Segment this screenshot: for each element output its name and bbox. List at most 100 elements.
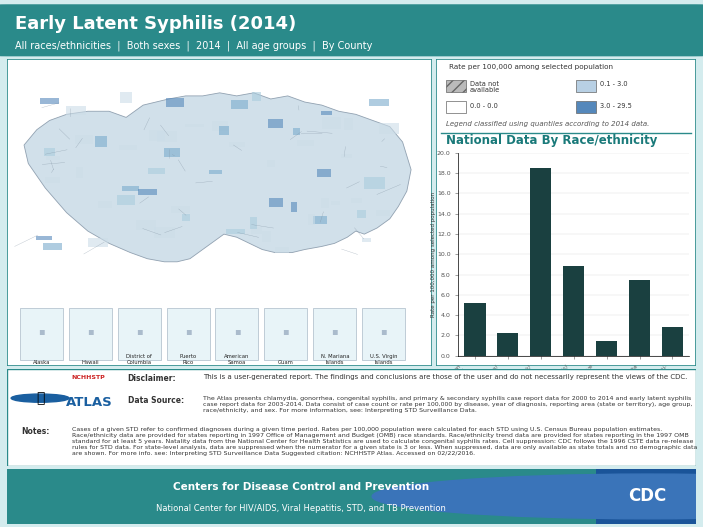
Bar [181,214,190,221]
Text: ▪: ▪ [283,326,289,336]
Bar [172,207,190,213]
Bar [120,92,132,103]
Bar [148,168,165,174]
Text: N. Mariana
Islands: N. Mariana Islands [321,354,349,365]
Bar [167,308,209,360]
Bar [264,308,307,360]
Text: ATLAS: ATLAS [65,396,112,409]
Text: National Center for HIV/AIDS, Viral Hepatitis, STD, and TB Prevention: National Center for HIV/AIDS, Viral Hepa… [156,504,446,513]
Bar [167,98,183,106]
Circle shape [372,474,703,519]
Text: Data Source:: Data Source: [128,396,183,405]
Bar [357,210,366,218]
Bar [164,148,180,157]
Text: NCHHSTP: NCHHSTP [72,375,105,380]
Polygon shape [24,93,411,262]
Bar [368,99,389,106]
Bar [157,131,177,142]
Text: Centers for Disease Control and Prevention: Centers for Disease Control and Preventi… [173,483,430,493]
Text: CDC: CDC [628,487,667,505]
Y-axis label: Rate per 100,000 among selected population: Rate per 100,000 among selected populati… [430,192,436,317]
Bar [530,168,551,356]
Bar [98,201,112,208]
Bar [628,280,650,356]
Bar [309,214,315,225]
Bar [75,135,93,144]
Text: The Atlas presents chlamydia, gonorrhea, congenital syphilis, and primary & seco: The Atlas presents chlamydia, gonorrhea,… [203,396,692,413]
Bar [89,238,108,247]
Text: Data not: Data not [470,82,498,87]
Bar [351,198,363,203]
Text: 3.0 - 29.5: 3.0 - 29.5 [600,103,631,109]
Bar [7,469,596,524]
Circle shape [11,394,69,402]
Bar [226,229,245,233]
Text: 0.0 - 0.0: 0.0 - 0.0 [470,103,498,109]
Text: Alaska: Alaska [32,360,50,365]
Bar [446,101,466,113]
Bar [576,101,596,113]
Bar [331,201,340,206]
Text: District of
Columbia: District of Columbia [127,354,152,365]
Bar [321,111,332,115]
Text: ▪: ▪ [233,326,240,336]
Bar [596,469,696,524]
Bar [314,308,356,360]
Bar [122,186,139,191]
Bar [149,130,165,141]
Bar [364,177,385,189]
Bar [228,142,245,147]
Text: 🌐: 🌐 [36,391,44,405]
Text: Disclaimer:: Disclaimer: [128,374,176,383]
Bar [36,236,52,240]
Bar [297,140,314,147]
Text: ▪: ▪ [38,326,44,336]
Bar [95,135,107,148]
Bar [117,308,161,360]
Bar [46,156,60,160]
Bar [344,119,353,130]
Bar [117,196,135,204]
Text: ▪: ▪ [185,326,191,336]
Bar [219,126,228,135]
Text: Legend classified using quantiles according to 2014 data.: Legend classified using quantiles accord… [446,121,650,126]
Bar [136,220,156,230]
Text: Early Latent Syphilis (2014): Early Latent Syphilis (2014) [15,15,297,33]
Bar [293,128,300,135]
Text: National Data By Race/ethnicity: National Data By Race/ethnicity [446,134,657,148]
Bar [497,334,519,356]
Text: ▪: ▪ [332,326,338,336]
Text: Cases of a given STD refer to confirmed diagnoses during a given time period. Ra: Cases of a given STD refer to confirmed … [72,427,698,456]
Bar [563,267,584,356]
Bar [212,121,228,131]
Bar [215,308,259,360]
Bar [262,231,271,242]
FancyBboxPatch shape [0,4,703,56]
Bar [209,170,221,174]
Text: ▪: ▪ [87,326,93,336]
Bar [269,119,283,128]
Bar [316,169,332,177]
Bar [252,92,261,101]
Text: Hawaii: Hawaii [82,360,99,365]
Bar [341,154,352,158]
Bar [69,308,112,360]
Bar [275,247,289,253]
Bar [44,243,62,250]
Bar [322,117,341,129]
Bar [250,217,257,229]
Text: Guam: Guam [278,360,294,365]
X-axis label: Race/ethnicity: Race/ethnicity [548,402,599,408]
Text: ▪: ▪ [136,326,143,336]
Bar [185,124,205,128]
Text: 0.1 - 3.0: 0.1 - 3.0 [600,82,627,87]
Text: Rate per 100,000 among selected population: Rate per 100,000 among selected populati… [449,64,613,70]
Bar [290,202,297,212]
Text: ▪: ▪ [380,326,387,336]
Bar [66,106,86,115]
Bar [46,177,60,183]
Bar [362,238,371,242]
Bar [576,80,596,92]
Text: Puerto
Rico: Puerto Rico [179,354,197,365]
Bar [464,303,486,356]
